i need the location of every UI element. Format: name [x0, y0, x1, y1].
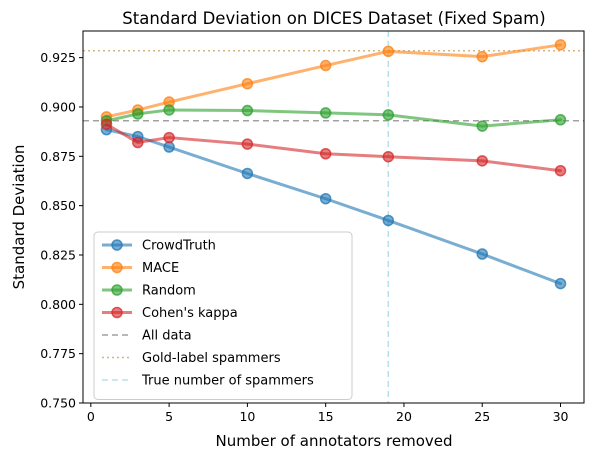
- data-point-random: [132, 108, 144, 120]
- legend-label-mace: MACE: [142, 261, 179, 276]
- y-tick-label: 0.850: [40, 198, 76, 213]
- data-point-cohen-s-kappa: [241, 138, 254, 150]
- x-axis-label: Number of annotators removed: [216, 432, 453, 450]
- y-tick-label: 0.800: [40, 297, 76, 312]
- data-point-crowdtruth: [476, 248, 488, 260]
- x-tick-label: 0: [87, 409, 95, 424]
- legend-label-gold-label-spammers: Gold-label spammers: [142, 351, 281, 366]
- x-tick-label: 10: [239, 409, 255, 424]
- legend-label-all-data: All data: [142, 329, 192, 344]
- legend-marker-random: [111, 284, 123, 296]
- legend-label-true-number-of-spammers: True number of spammers: [141, 374, 314, 389]
- series-line-random: [104, 108, 563, 128]
- chart-title: Standard Deviation on DICES Dataset (Fix…: [122, 9, 545, 28]
- y-tick-label: 0.775: [40, 346, 76, 361]
- data-point-mace: [554, 39, 567, 51]
- data-point-cohen-s-kappa: [163, 131, 175, 144]
- legend-label-cohen-s-kappa: Cohen's kappa: [142, 306, 238, 321]
- y-tick-label: 0.925: [40, 50, 76, 65]
- data-point-crowdtruth: [319, 192, 332, 205]
- x-tick-label: 30: [553, 409, 569, 424]
- data-point-random: [476, 120, 488, 132]
- series-line-mace: [104, 43, 563, 119]
- data-point-cohen-s-kappa: [132, 136, 144, 149]
- data-point-crowdtruth: [382, 214, 395, 227]
- data-point-mace: [476, 50, 488, 63]
- data-point-random: [554, 114, 567, 126]
- data-point-cohen-s-kappa: [382, 150, 395, 163]
- data-point-cohen-s-kappa: [476, 155, 488, 167]
- data-point-cohen-s-kappa: [554, 164, 567, 177]
- data-point-random: [319, 107, 332, 119]
- y-tick-label: 0.825: [40, 247, 76, 262]
- legend: CrowdTruth MACE Random Cohen's kappa All dat…: [93, 231, 353, 400]
- x-tick-label: 15: [318, 409, 334, 424]
- data-point-mace: [241, 77, 254, 90]
- data-point-crowdtruth: [241, 167, 254, 180]
- legend-marker-crowdtruth: [111, 239, 123, 251]
- x-tick-label: 20: [396, 409, 412, 424]
- legend-marker-mace: [111, 261, 123, 274]
- legend-marker-cohen-s-kappa: [111, 306, 123, 319]
- y-axis-label: Standard Deviation: [10, 145, 28, 290]
- data-point-crowdtruth: [554, 277, 567, 290]
- data-point-crowdtruth: [163, 141, 175, 153]
- legend-label-crowdtruth: CrowdTruth: [142, 239, 216, 254]
- y-tick-label: 0.875: [40, 149, 76, 164]
- plot-area-frame: [82, 30, 585, 404]
- x-tick-label: 5: [165, 409, 173, 424]
- data-point-cohen-s-kappa: [100, 118, 113, 131]
- data-point-random: [382, 109, 395, 121]
- data-point-mace: [382, 45, 395, 58]
- data-point-cohen-s-kappa: [319, 148, 332, 160]
- legend-box: [93, 231, 353, 400]
- data-point-random: [241, 104, 254, 117]
- x-tick-label: 25: [474, 409, 490, 424]
- y-tick-label: 0.750: [40, 396, 76, 411]
- data-point-random: [163, 104, 175, 116]
- y-tick-label: 0.900: [40, 99, 76, 114]
- legend-label-random: Random: [142, 284, 196, 299]
- data-point-mace: [319, 59, 332, 72]
